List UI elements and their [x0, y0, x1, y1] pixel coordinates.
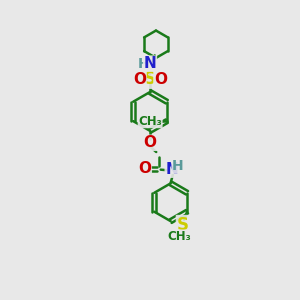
Text: O: O	[133, 72, 146, 87]
Text: S: S	[144, 70, 156, 88]
Text: S: S	[177, 216, 189, 234]
Text: O: O	[138, 161, 151, 176]
Text: H: H	[138, 57, 149, 71]
Text: CH₃: CH₃	[167, 230, 191, 243]
Text: O: O	[154, 72, 167, 87]
Text: N: N	[165, 162, 178, 177]
Text: H: H	[172, 159, 184, 173]
Text: O: O	[143, 135, 157, 150]
Text: N: N	[144, 56, 156, 71]
Text: CH₃: CH₃	[138, 115, 162, 128]
